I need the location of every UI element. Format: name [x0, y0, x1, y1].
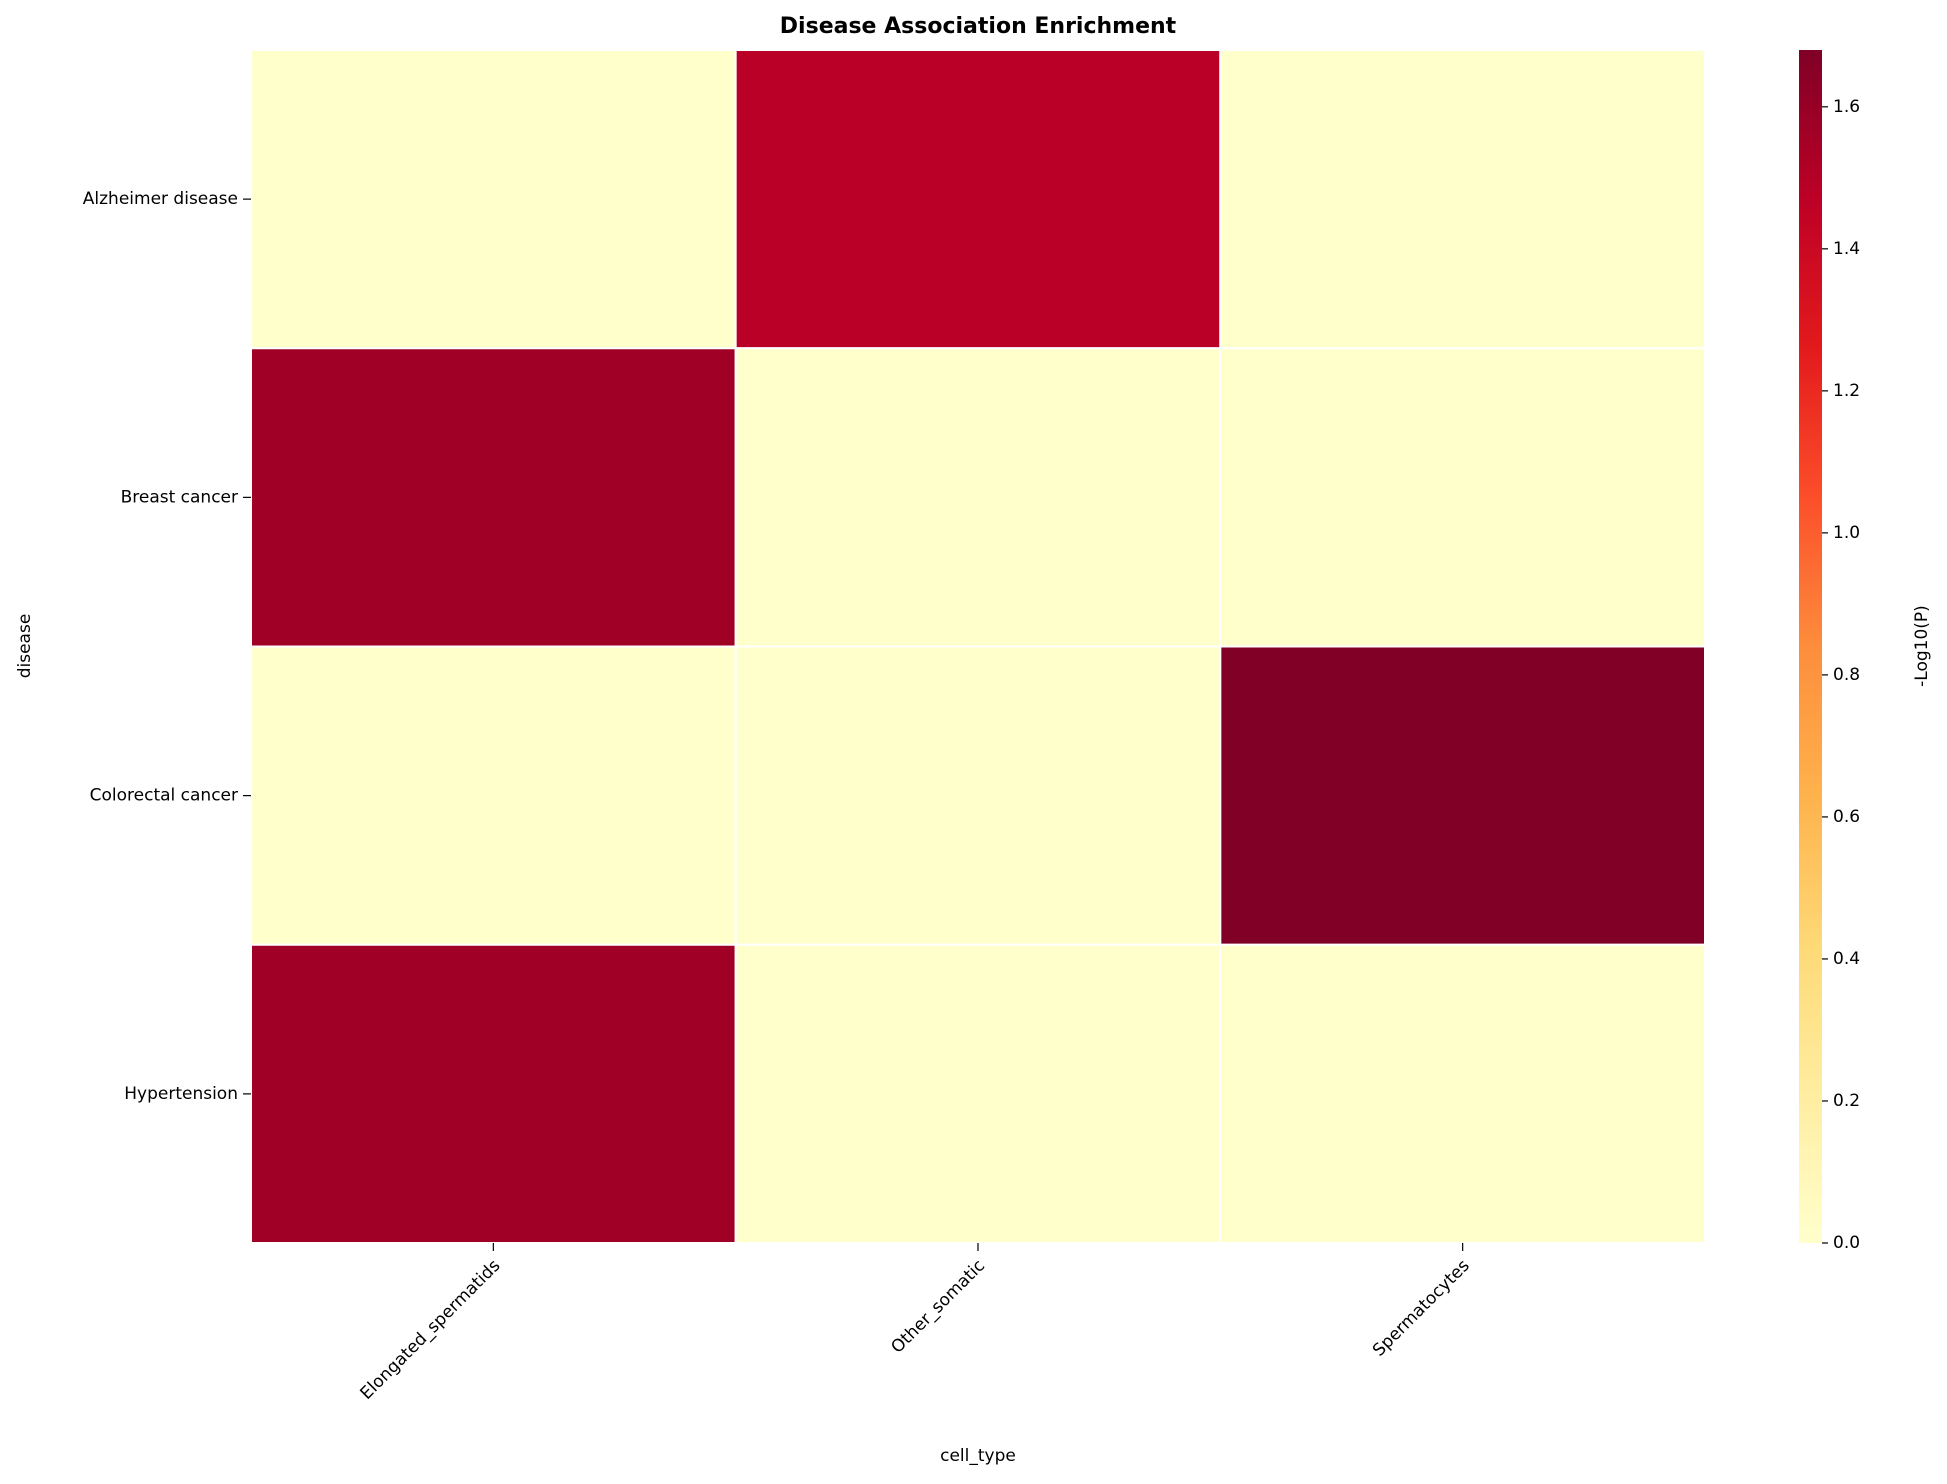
- heatmap-cell: [250, 49, 737, 350]
- x-tick-label: Elongated_spermatids: [357, 1256, 505, 1404]
- colorbar-tick-label: 0.6: [1833, 807, 1860, 827]
- colorbar: [1799, 50, 1822, 1243]
- colorbar-tick-label: 1.0: [1833, 523, 1860, 543]
- chart-title: Disease Association Enrichment: [780, 14, 1177, 39]
- heatmap-cell: [1219, 347, 1707, 648]
- colorbar-tick-label: 1.6: [1833, 97, 1860, 117]
- heatmap-cell: [1219, 645, 1707, 946]
- colorbar-tick-label: 0.4: [1833, 949, 1860, 969]
- heatmap-cell: [734, 347, 1222, 648]
- heatmap-cell: [734, 943, 1222, 1244]
- x-axis-label: cell_type: [940, 1446, 1016, 1466]
- colorbar-tick-label: 0.0: [1833, 1233, 1860, 1253]
- y-tick-label: Breast cancer: [121, 487, 238, 507]
- heatmap-cell: [734, 49, 1222, 350]
- colorbar-tick-label: 1.2: [1833, 381, 1860, 401]
- heatmap-cell: [250, 645, 737, 946]
- y-axis-label: disease: [15, 614, 35, 679]
- colorbar-tick-label: 1.4: [1833, 239, 1860, 259]
- colorbar-tick-label: 0.8: [1833, 665, 1860, 685]
- x-tick-label: Other_somatic: [887, 1256, 989, 1358]
- x-tick-label: Spermatocytes: [1369, 1256, 1474, 1361]
- y-tick-label: Hypertension: [124, 1084, 238, 1104]
- colorbar-tick-label: 0.2: [1833, 1091, 1860, 1111]
- colorbar-label: -Log10(P): [1912, 605, 1932, 687]
- heatmap-cell: [1219, 943, 1707, 1244]
- heatmap-cell: [250, 347, 737, 648]
- y-tick-label: Colorectal cancer: [90, 786, 238, 806]
- heatmap-cell: [250, 943, 737, 1244]
- y-tick-label: Alzheimer disease: [83, 189, 238, 209]
- heatmap-cell: [1219, 49, 1707, 350]
- heatmap-cell: [734, 645, 1222, 946]
